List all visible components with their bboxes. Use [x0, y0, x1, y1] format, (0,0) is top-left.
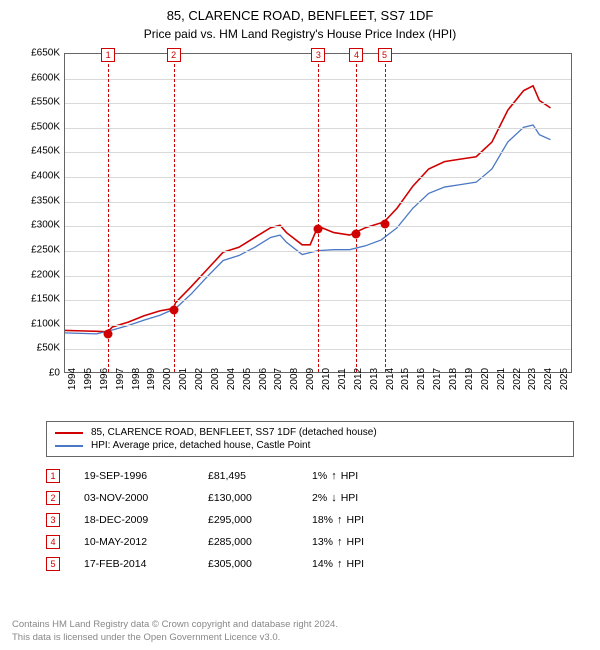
chart-title: 85, CLARENCE ROAD, BENFLEET, SS7 1DF — [0, 0, 600, 23]
y-axis-label: £150K — [20, 294, 60, 305]
legend-item: 85, CLARENCE ROAD, BENFLEET, SS7 1DF (de… — [55, 426, 565, 439]
y-axis-label: £0 — [20, 368, 60, 379]
sale-hpi: 1% ↑ HPI — [312, 470, 358, 482]
sale-price: £81,495 — [208, 470, 288, 482]
sale-date: 19-SEP-1996 — [84, 470, 184, 482]
sales-table-row: 3 18-DEC-2009 £295,000 18% ↑ HPI — [46, 509, 574, 531]
y-axis-label: £350K — [20, 195, 60, 206]
sales-table-row: 2 03-NOV-2000 £130,000 2% ↓ HPI — [46, 487, 574, 509]
legend-swatch — [55, 445, 83, 447]
sale-index-box: 1 — [46, 469, 60, 483]
footer-attribution: Contains HM Land Registry data © Crown c… — [12, 619, 588, 644]
sale-index-box: 4 — [46, 535, 60, 549]
sale-date: 17-FEB-2014 — [84, 558, 184, 570]
sale-hpi: 2% ↓ HPI — [312, 492, 358, 504]
sales-table-row: 5 17-FEB-2014 £305,000 14% ↑ HPI — [46, 553, 574, 575]
sale-reference-line — [318, 54, 319, 372]
sale-hpi-pct: 2% — [312, 492, 327, 504]
y-axis-label: £600K — [20, 72, 60, 83]
sales-table-row: 4 10-MAY-2012 £285,000 13% ↑ HPI — [46, 531, 574, 553]
series-line-property — [65, 86, 550, 332]
sale-date: 10-MAY-2012 — [84, 536, 184, 548]
y-axis-label: £100K — [20, 318, 60, 329]
sale-hpi-label: HPI — [341, 492, 359, 504]
sales-table: 1 19-SEP-1996 £81,495 1% ↑ HPI 2 03-NOV-2000 £13… — [46, 465, 574, 575]
x-axis-label: 2025 — [559, 368, 597, 390]
y-axis-label: £250K — [20, 244, 60, 255]
sale-hpi-pct: 13% — [312, 536, 333, 548]
sale-marker-box: 2 — [167, 48, 181, 62]
sale-marker-box: 4 — [349, 48, 363, 62]
sale-date: 18-DEC-2009 — [84, 514, 184, 526]
footer-line-2: This data is licensed under the Open Gov… — [12, 632, 588, 644]
sale-price: £130,000 — [208, 492, 288, 504]
sale-date: 03-NOV-2000 — [84, 492, 184, 504]
arrow-up-icon: ↑ — [337, 558, 343, 570]
sale-index-box: 2 — [46, 491, 60, 505]
legend: 85, CLARENCE ROAD, BENFLEET, SS7 1DF (de… — [46, 421, 574, 457]
sale-reference-line — [174, 54, 175, 372]
sale-marker-dot — [104, 329, 113, 338]
sale-hpi-label: HPI — [347, 558, 365, 570]
sale-index-box: 3 — [46, 513, 60, 527]
sale-hpi-label: HPI — [347, 536, 365, 548]
y-axis-label: £550K — [20, 97, 60, 108]
y-axis-label: £400K — [20, 171, 60, 182]
sale-hpi-pct: 1% — [312, 470, 327, 482]
sale-marker-dot — [352, 229, 361, 238]
y-axis-label: £650K — [20, 48, 60, 59]
legend-item: HPI: Average price, detached house, Cast… — [55, 439, 565, 452]
y-axis-label: £50K — [20, 343, 60, 354]
sale-marker-box: 1 — [101, 48, 115, 62]
footer-line-1: Contains HM Land Registry data © Crown c… — [12, 619, 588, 631]
sale-hpi-label: HPI — [341, 470, 359, 482]
chart-subtitle: Price paid vs. HM Land Registry's House … — [0, 23, 600, 47]
sale-index-box: 5 — [46, 557, 60, 571]
series-line-hpi — [65, 125, 550, 334]
sale-reference-line — [385, 54, 386, 372]
sale-hpi: 13% ↑ HPI — [312, 536, 364, 548]
sale-marker-box: 3 — [311, 48, 325, 62]
sale-marker-box: 5 — [378, 48, 392, 62]
sale-marker-dot — [314, 224, 323, 233]
legend-label: HPI: Average price, detached house, Cast… — [91, 440, 310, 451]
sale-hpi-label: HPI — [347, 514, 365, 526]
sale-marker-dot — [380, 219, 389, 228]
sale-reference-line — [108, 54, 109, 372]
sale-price: £295,000 — [208, 514, 288, 526]
sale-marker-dot — [169, 306, 178, 315]
sales-table-row: 1 19-SEP-1996 £81,495 1% ↑ HPI — [46, 465, 574, 487]
sale-reference-line — [356, 54, 357, 372]
sale-hpi-pct: 18% — [312, 514, 333, 526]
legend-label: 85, CLARENCE ROAD, BENFLEET, SS7 1DF (de… — [91, 427, 377, 438]
y-axis-label: £500K — [20, 121, 60, 132]
arrow-up-icon: ↑ — [337, 536, 343, 548]
y-axis-label: £450K — [20, 146, 60, 157]
y-axis-label: £200K — [20, 269, 60, 280]
arrow-up-icon: ↑ — [331, 470, 337, 482]
legend-swatch — [55, 432, 83, 434]
chart-container: 12345 £0£50K£100K£150K£200K£250K£300K£35… — [20, 47, 580, 417]
plot-area: 12345 — [64, 53, 572, 373]
y-axis-label: £300K — [20, 220, 60, 231]
sale-hpi: 18% ↑ HPI — [312, 514, 364, 526]
sale-price: £285,000 — [208, 536, 288, 548]
arrow-up-icon: ↑ — [337, 514, 343, 526]
sale-hpi-pct: 14% — [312, 558, 333, 570]
sale-price: £305,000 — [208, 558, 288, 570]
sale-hpi: 14% ↑ HPI — [312, 558, 364, 570]
arrow-down-icon: ↓ — [331, 492, 337, 504]
